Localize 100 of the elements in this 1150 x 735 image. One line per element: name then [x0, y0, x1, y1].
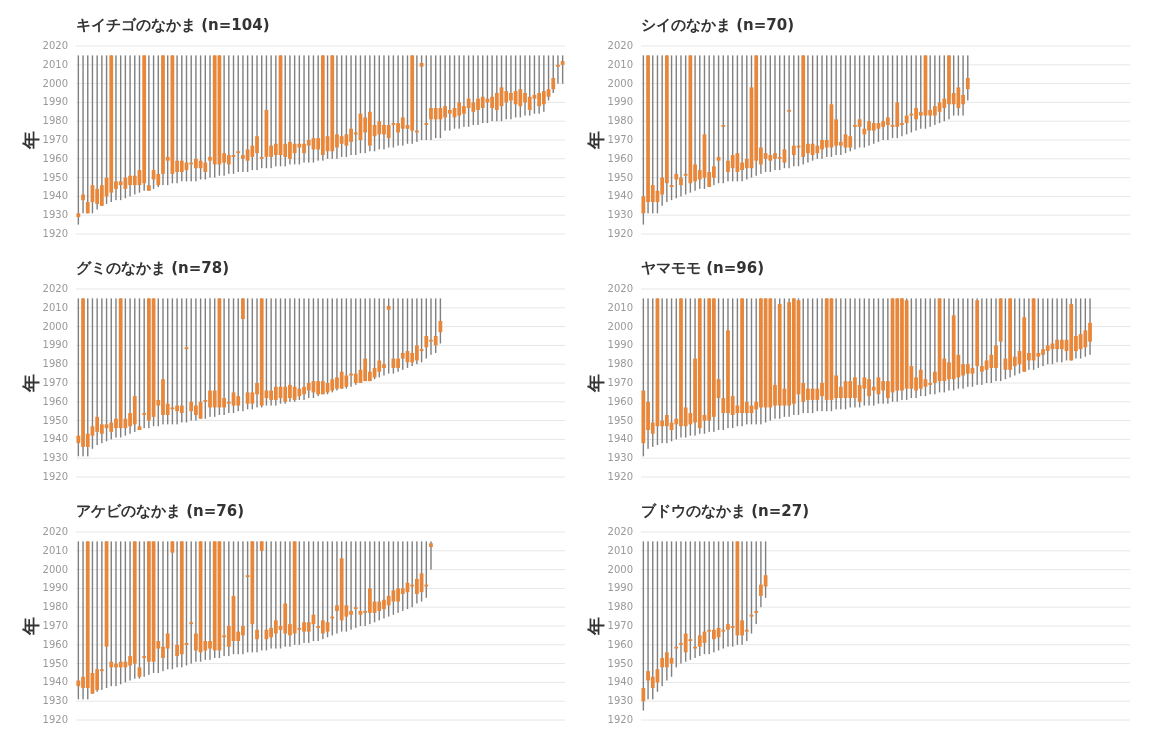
bar — [848, 381, 853, 399]
bar — [367, 111, 372, 146]
bar — [203, 162, 208, 172]
y-tick-label: 1950 — [607, 414, 633, 426]
bar — [259, 541, 264, 551]
bar — [810, 388, 815, 400]
bar — [537, 93, 542, 107]
y-tick-label: 1980 — [607, 358, 633, 370]
bar — [320, 620, 325, 634]
y-tick-label: 1990 — [607, 339, 633, 351]
y-tick-label: 1920 — [42, 714, 68, 725]
y-tick-label: 1930 — [42, 452, 68, 464]
bar — [1045, 345, 1050, 352]
bar — [391, 358, 396, 368]
bar — [236, 396, 241, 406]
bar — [777, 304, 782, 406]
bar — [123, 177, 128, 189]
y-tick-label: 2000 — [42, 563, 68, 575]
bar — [965, 364, 970, 374]
bar — [377, 121, 382, 135]
bar — [292, 386, 297, 400]
bar — [306, 383, 311, 391]
y-tick-label: 1950 — [42, 171, 68, 183]
y-tick-label: 2010 — [42, 58, 68, 70]
bar — [400, 352, 405, 359]
y-tick-label: 1990 — [42, 339, 68, 351]
bar — [109, 661, 114, 668]
y-tick-label: 2010 — [42, 544, 68, 556]
bar — [330, 379, 335, 391]
bar — [179, 541, 184, 655]
y-tick-label: 1930 — [42, 695, 68, 707]
y-tick-label: 1970 — [607, 377, 633, 388]
bar — [283, 386, 288, 402]
y-tick-label: 1940 — [42, 433, 68, 445]
y-tick-label: 1960 — [42, 395, 68, 407]
bar — [857, 119, 862, 127]
bar — [316, 381, 321, 395]
bar — [551, 77, 556, 90]
bar — [339, 558, 344, 621]
y-tick-label: 2010 — [607, 58, 633, 70]
bar — [269, 390, 274, 400]
y-axis-title: 年 — [585, 131, 606, 150]
bar — [95, 416, 100, 432]
chart-title: ヤマモモ (n=96) — [641, 259, 765, 277]
y-tick-label: 2000 — [42, 77, 68, 89]
y-axis-title: 年 — [20, 131, 41, 150]
bar — [386, 305, 391, 310]
y-tick-label: 2000 — [607, 77, 633, 89]
bar — [471, 102, 476, 112]
chart-title: キイチゴのなかま (n=104) — [76, 16, 270, 34]
y-tick-label: 1940 — [607, 433, 633, 445]
chart-title: シイのなかま (n=70) — [641, 16, 795, 34]
y-tick-label: 1950 — [42, 414, 68, 426]
bar — [527, 96, 532, 110]
bar — [683, 633, 688, 653]
bar — [179, 160, 184, 172]
y-tick-label: 1970 — [607, 620, 633, 631]
y-axis-title: 年 — [585, 617, 606, 636]
bar — [283, 603, 288, 634]
bar — [386, 124, 391, 139]
bar — [226, 155, 231, 165]
bar — [245, 392, 250, 404]
y-tick-label: 1980 — [42, 601, 68, 613]
y-tick-label: 1950 — [607, 171, 633, 183]
y-tick-label: 1920 — [607, 714, 633, 725]
y-axis-title: 年 — [20, 374, 41, 393]
y-tick-label: 1990 — [42, 96, 68, 108]
bar — [904, 300, 909, 389]
bar — [810, 143, 815, 156]
bar — [76, 213, 81, 218]
y-tick-label: 2020 — [42, 526, 68, 537]
y-tick-label: 2020 — [607, 283, 633, 294]
y-tick-label: 1980 — [42, 115, 68, 127]
bar — [918, 369, 923, 389]
y-tick-label: 2020 — [42, 283, 68, 294]
y-tick-label: 1960 — [607, 395, 633, 407]
bar — [132, 396, 137, 425]
bar — [212, 55, 217, 165]
y-tick-label: 1930 — [607, 695, 633, 707]
bar — [768, 155, 773, 161]
bar — [429, 543, 433, 548]
y-tick-label: 1920 — [607, 228, 633, 239]
y-tick-label: 1990 — [607, 582, 633, 594]
bar — [132, 541, 137, 664]
bar — [560, 61, 565, 65]
bar — [881, 121, 886, 127]
bar — [297, 388, 302, 397]
bar — [339, 371, 344, 389]
y-axis-title: 年 — [20, 617, 41, 636]
y-tick-label: 1940 — [42, 190, 68, 202]
bar — [457, 102, 462, 116]
bar — [245, 149, 250, 161]
y-tick-label: 1980 — [607, 601, 633, 613]
y-tick-label: 2000 — [607, 320, 633, 332]
bar — [664, 414, 669, 427]
bar — [871, 123, 876, 131]
bar — [791, 298, 796, 404]
y-tick-label: 2000 — [42, 320, 68, 332]
bar — [664, 652, 669, 668]
chart-title: グミのなかま (n=78) — [76, 259, 230, 277]
